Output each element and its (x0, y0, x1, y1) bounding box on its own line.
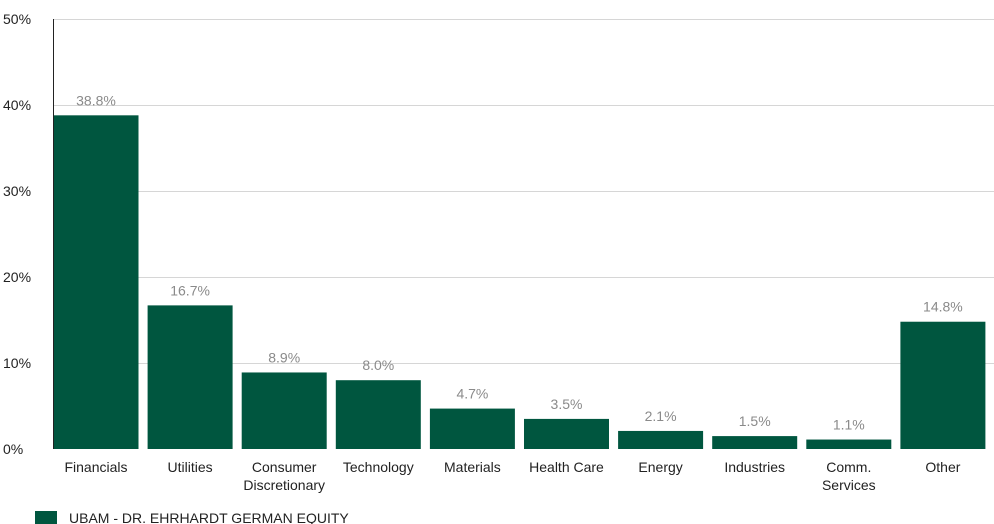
x-category-label: Utilities (168, 459, 213, 475)
gridlines (53, 19, 994, 364)
x-category-label: Other (925, 459, 960, 475)
x-category-label: Materials (444, 459, 501, 475)
bars (53, 115, 986, 449)
bar (429, 408, 515, 449)
x-category-label: Health Care (529, 459, 604, 475)
bar (618, 430, 704, 449)
bar-value-label: 4.7% (456, 386, 488, 402)
legend-label: UBAM - DR. EHRHARDT GERMAN EQUITY (69, 510, 349, 524)
y-tick-label: 0% (3, 441, 23, 457)
y-tick-label: 50% (3, 11, 31, 27)
bar-value-label: 2.1% (645, 408, 677, 424)
x-category-label: Financials (64, 459, 127, 475)
bar-value-label: 8.9% (268, 349, 300, 365)
y-axis-tick-labels: 0% 10% 20% 30% 40% 50% (3, 11, 31, 457)
x-category-label: Consumer Discretionary (243, 459, 325, 493)
y-tick-label: 30% (3, 183, 31, 199)
legend-swatch (35, 511, 57, 524)
bar-value-label: 8.0% (362, 357, 394, 373)
bar (53, 115, 139, 449)
x-category-label: Technology (343, 459, 414, 475)
bar (524, 418, 609, 449)
bar (900, 321, 986, 449)
bar-value-label: 14.8% (923, 299, 963, 315)
bar-value-label: 38.8% (76, 92, 116, 108)
bar (241, 372, 327, 449)
bar (335, 380, 421, 449)
bar-value-label: 3.5% (551, 396, 583, 412)
x-category-label: Energy (638, 459, 682, 475)
x-category-label: Industries (724, 459, 785, 475)
bar (806, 439, 892, 449)
bar-value-label: 16.7% (170, 282, 210, 298)
bar (147, 305, 233, 449)
bar (712, 436, 798, 449)
bar-value-label: 1.5% (739, 413, 771, 429)
x-category-label: Comm. Services (822, 459, 876, 493)
legend: UBAM - DR. EHRHARDT GERMAN EQUITY (35, 510, 349, 524)
y-tick-label: 40% (3, 97, 31, 113)
bar-value-label: 1.1% (833, 417, 865, 433)
category-labels: Financials Utilities Consumer Discretionary… (64, 459, 960, 493)
y-tick-label: 10% (3, 355, 31, 371)
y-tick-label: 20% (3, 269, 31, 285)
value-labels: 38.8% 16.7% 8.9% 8.0% 4.7% 3.5% 2.1% 1.5% 1.1% 14… (76, 92, 963, 432)
